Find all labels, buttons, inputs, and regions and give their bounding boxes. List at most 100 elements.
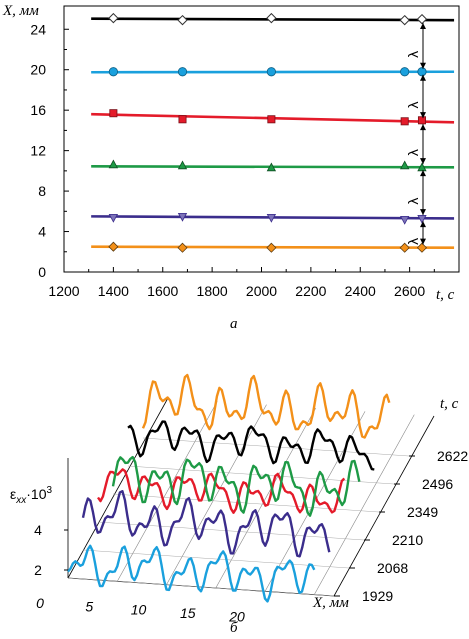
panel-a-series-group [91, 12, 455, 253]
panel-a-y-tick-label: 16 [30, 102, 46, 118]
panel-a-data-point [399, 242, 410, 253]
panel-a-y-tick-label: 12 [30, 143, 46, 159]
panel-a-y-ticks: 0 4 8 12 16 20 24 [30, 21, 69, 280]
panel-a-lambda-head-up [420, 170, 426, 177]
panel-b-y-tick-label: 4 [34, 522, 42, 538]
panel-a-lambda-annotations: λ λ λ λ λ [405, 22, 426, 245]
panel-a-series-0 [91, 12, 455, 26]
panel-a-lambda-head-down [420, 238, 426, 245]
panel-a-data-point [266, 162, 277, 172]
panel-a-x-tick-label: 1600 [147, 283, 178, 299]
panel-b-series-1929 [67, 544, 316, 603]
panel-a-lambda-arrow: λ [405, 221, 426, 245]
panel-a-data-point [400, 216, 410, 225]
panel-a-data-point [416, 242, 428, 253]
panel-b-grid-line [166, 404, 267, 585]
panel-a-lambda-head-down [420, 209, 426, 216]
panel-b-series-2496 [127, 420, 375, 471]
panel-a-series-1 [91, 67, 455, 77]
panel-b-x-tick-label: 0 [36, 595, 44, 611]
panel-b-left-depth-axis [67, 397, 169, 579]
panel-a-x-tick-label: 1800 [197, 283, 228, 299]
panel-a-data-point [399, 14, 410, 26]
panel-a-lambda-label: λ [405, 198, 421, 205]
panel-a-data-point [108, 241, 119, 252]
panel-b-depth-ticks: 1929 2068 2210 2349 2496 2622 [334, 448, 468, 604]
panel-b-series-2622 [141, 373, 391, 439]
panel-a-lambda-head-down [420, 158, 426, 165]
panel-b-x-axis-label: X, мм [312, 595, 349, 611]
panel-b-series-2210 [97, 468, 346, 514]
panel-a-plot-frame [63, 5, 460, 273]
panel-b-grid-line [127, 465, 395, 485]
panel-a-lambda-arrow: λ [405, 124, 426, 165]
panel-a-lambda-head-up [420, 22, 426, 29]
panel-a-data-point [108, 213, 119, 223]
panel-a-x-tick-label: 1400 [98, 283, 129, 299]
panel-b-grid-line [215, 407, 317, 589]
panel-a-lambda-arrow: λ [405, 74, 426, 119]
panel-b-grid-line [142, 437, 410, 457]
panel-a-x-tick-label: 2200 [295, 283, 326, 299]
panel-a-lambda-head-up [420, 74, 426, 81]
panel-b-y-tick-label: 2 [34, 562, 42, 578]
panel-a-x-tick-label: 2400 [345, 283, 376, 299]
panel-a-y-tick-label: 8 [38, 183, 46, 199]
panel-b-label: б [230, 620, 238, 636]
panel-b-depth-tick-label: 2622 [437, 448, 468, 464]
panel-a-data-point [177, 160, 188, 170]
panel-a-x-tick-label: 2600 [394, 283, 425, 299]
panel-a-lambda-label: λ [405, 149, 421, 156]
panel-a-data-point [417, 162, 427, 172]
panel-a-y-tick-label: 20 [30, 62, 46, 78]
panel-a-y-tick-label: 4 [38, 224, 46, 240]
panel-a-data-point [178, 115, 187, 124]
panel-a-lambda-head-down [420, 112, 426, 119]
panel-b-grid-line [116, 401, 218, 582]
panel-a-data-point [109, 109, 118, 118]
panel-b-depth-grid [67, 401, 415, 597]
panel-b-series-group [67, 373, 391, 603]
panel-b-depth-axis-label: t, с [440, 396, 459, 412]
panel-a-series-3 [91, 159, 455, 172]
panel-b-series-2349 [111, 455, 361, 517]
panel-a-data-point [400, 117, 409, 126]
panel-b-series-2068 [81, 490, 331, 558]
panel-a-x-tick-label: 1200 [48, 283, 79, 299]
panel-a-series-4 [91, 212, 455, 225]
panel-a-chart: 1200 1400 1600 1800 2000 2200 2400 2600 0 4 8 12 16… [2, 3, 460, 332]
panel-b-depth-tick-label: 1929 [362, 588, 393, 604]
panel-a-y-tick-label: 24 [30, 21, 46, 37]
panel-a-data-point [417, 214, 427, 224]
panel-a-data-point [266, 67, 276, 77]
panel-a-series-2 [91, 109, 455, 126]
panel-b-x-tick-label: 15 [180, 605, 196, 621]
panel-b-x-ticks: 0 5 10 15 20 [36, 595, 245, 624]
panel-b-y-ticks: 24 [34, 522, 68, 578]
panel-b-depth-tick-label: 2496 [422, 476, 453, 492]
panel-a-lambda-label: λ [405, 238, 421, 245]
panel-b-x-tick-label: 10 [131, 602, 147, 618]
panel-a-lambda-head-up [420, 124, 426, 131]
panel-a-y-axis-label: X, мм [2, 3, 39, 19]
panel-a-lambda-label: λ [405, 51, 421, 58]
panel-a-x-tick-label: 2000 [246, 283, 277, 299]
panel-a-data-point [177, 67, 188, 77]
panel-a-lambda-arrow: λ [405, 22, 426, 69]
panel-a-label: а [230, 316, 238, 332]
panel-a-lambda-head-down [420, 62, 426, 69]
panel-b-depth-tick-label: 2068 [377, 560, 408, 576]
panel-a-lambda-head-up [420, 221, 426, 228]
panel-b-depth-tick-label: 2210 [392, 532, 423, 548]
panel-a-data-point [400, 67, 410, 77]
panel-a-data-point [177, 242, 188, 253]
panel-a-data-point [108, 159, 119, 169]
panel-b-depth-axis [333, 415, 435, 597]
panel-b-y-axis-label: εxx·103 [10, 485, 52, 506]
panel-a-data-point [177, 212, 188, 222]
panel-a-data-point [108, 67, 118, 77]
panel-b-grid-line [67, 577, 335, 597]
panel-a-data-point [266, 12, 277, 24]
